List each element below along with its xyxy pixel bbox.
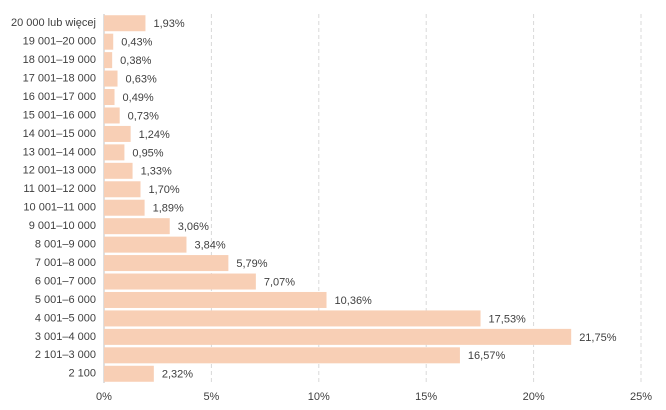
y-tick-label: 3 001–4 000 <box>35 331 96 343</box>
bar <box>104 199 145 216</box>
y-tick-label: 2 100 <box>68 368 96 380</box>
value-label: 3,06% <box>178 221 209 233</box>
bar <box>104 347 460 364</box>
bar <box>104 310 481 327</box>
value-label: 10,36% <box>335 295 373 307</box>
value-label: 0,73% <box>128 110 159 122</box>
x-tick-label: 5% <box>203 391 219 403</box>
y-tick-label: 4 001–5 000 <box>35 312 96 324</box>
bar <box>104 273 256 290</box>
value-label: 17,53% <box>489 313 527 325</box>
value-label: 1,33% <box>141 166 172 178</box>
y-tick-label: 13 001–14 000 <box>23 146 96 158</box>
bar <box>104 107 120 124</box>
y-tick-label: 5 001–6 000 <box>35 294 96 306</box>
bar <box>104 236 187 253</box>
value-label: 3,84% <box>194 240 225 252</box>
y-tick-label: 16 001–17 000 <box>23 91 96 103</box>
y-tick-label: 14 001–15 000 <box>23 128 96 140</box>
x-tick-label: 20% <box>523 391 545 403</box>
y-tick-label: 17 001–18 000 <box>23 72 96 84</box>
y-tick-label: 7 001–8 000 <box>35 257 96 269</box>
bar <box>104 52 113 69</box>
value-label: 2,32% <box>162 369 193 381</box>
y-tick-label: 20 000 lub więcej <box>11 17 96 29</box>
value-label: 0,63% <box>126 73 157 85</box>
y-tick-label: 12 001–13 000 <box>23 165 96 177</box>
bar <box>104 181 141 198</box>
value-label: 1,89% <box>153 203 184 215</box>
y-tick-label: 6 001–7 000 <box>35 275 96 287</box>
value-label: 1,24% <box>139 129 170 141</box>
bar <box>104 255 229 272</box>
bar <box>104 15 146 32</box>
bar <box>104 125 131 142</box>
bar <box>104 144 125 161</box>
value-label: 5,79% <box>236 258 267 270</box>
value-label: 0,49% <box>123 92 154 104</box>
value-label: 0,43% <box>121 37 152 49</box>
y-tick-label: 8 001–9 000 <box>35 239 96 251</box>
y-tick-label: 15 001–16 000 <box>23 109 96 121</box>
bar <box>104 291 327 308</box>
y-tick-label: 18 001–19 000 <box>23 54 96 66</box>
value-label: 0,38% <box>120 55 151 67</box>
y-tick-label: 11 001–12 000 <box>23 183 96 195</box>
x-tick-label: 10% <box>308 391 330 403</box>
bar <box>104 70 118 87</box>
x-tick-label: 25% <box>630 391 652 403</box>
value-label: 16,57% <box>468 350 506 362</box>
bar <box>104 365 154 382</box>
bar <box>104 33 114 50</box>
bar <box>104 162 133 179</box>
y-tick-label: 9 001–10 000 <box>29 220 96 232</box>
value-label: 21,75% <box>579 332 617 344</box>
bar <box>104 328 572 345</box>
y-tick-label: 10 001–11 000 <box>23 202 96 214</box>
y-tick-label: 19 001–20 000 <box>23 36 96 48</box>
value-label: 0,95% <box>132 147 163 159</box>
value-label: 7,07% <box>264 276 295 288</box>
value-label: 1,70% <box>149 184 180 196</box>
x-tick-label: 0% <box>96 391 112 403</box>
value-label: 1,93% <box>153 18 184 30</box>
x-tick-label: 15% <box>415 391 437 403</box>
bar <box>104 89 115 106</box>
bar <box>104 218 170 235</box>
y-tick-label: 2 101–3 000 <box>35 349 96 361</box>
